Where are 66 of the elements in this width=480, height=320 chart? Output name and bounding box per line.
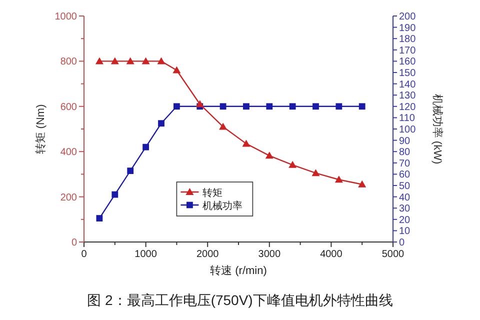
x-tick-label: 3000: [258, 249, 281, 260]
point: [312, 169, 320, 176]
y-tick-label: 0: [71, 238, 78, 248]
y2-axis-title: 机械功率 (kW): [431, 94, 444, 164]
point: [96, 215, 103, 222]
point: [358, 180, 366, 188]
y2-tick-label: 60: [399, 170, 411, 181]
y2-tick-label: 100: [399, 124, 416, 136]
y2-tick-label: 180: [399, 34, 416, 46]
point: [242, 140, 250, 147]
y2-tick-label: 110: [399, 113, 416, 124]
y2-tick-label: 160: [399, 56, 416, 68]
x-axis-title: 转速 (r/min): [210, 264, 267, 277]
point: [358, 103, 366, 110]
x-tick-label: 4000: [320, 249, 343, 260]
y2-tick-label: 120: [399, 102, 416, 113]
y2-tick-label: 10: [399, 226, 411, 238]
point: [289, 103, 296, 110]
y-tick-label: 200: [60, 192, 78, 204]
x-tick-label: 2000: [196, 249, 220, 260]
x-tick-label: 0: [81, 249, 88, 260]
y2-tick-label: 40: [399, 192, 411, 204]
point: [265, 152, 274, 159]
point: [196, 100, 204, 108]
point: [243, 103, 250, 110]
point: [157, 57, 166, 64]
point: [334, 176, 343, 183]
point: [142, 144, 149, 150]
point: [312, 103, 319, 110]
point: [112, 191, 118, 198]
y2-tick-label: 90: [399, 136, 411, 147]
y2-tick-label: 0: [399, 238, 405, 248]
point: [95, 57, 104, 64]
y2-tick-label: 30: [399, 204, 411, 215]
y-axis-title: 转矩 (Nm): [35, 104, 47, 154]
caption: 图 2：最高工作电压(750V)下峰值电机外特性曲线: [87, 292, 393, 308]
point: [288, 160, 297, 168]
y2-tick-label: 20: [399, 214, 411, 226]
y-tick-label: 400: [60, 147, 78, 158]
point: [126, 57, 134, 64]
y2-tick-label: 50: [399, 181, 411, 192]
point: [158, 120, 164, 127]
y-tick-label: 800: [60, 56, 78, 68]
y2-tick-label: 150: [399, 68, 416, 79]
y2-tick-label: 80: [399, 147, 411, 158]
legend-label: 机械功率: [202, 200, 243, 212]
point: [266, 103, 273, 110]
point: [219, 122, 228, 130]
legend-label: 转矩: [202, 187, 223, 199]
y2-tick-label: 130: [399, 90, 416, 102]
y2-tick-label: 190: [399, 22, 416, 34]
point: [174, 103, 180, 110]
point: [172, 66, 181, 74]
x-tick-label: 1000: [134, 249, 158, 260]
point: [336, 103, 342, 110]
y-tick-label: 1000: [54, 12, 78, 22]
point: [220, 103, 226, 110]
y2-tick-label: 200: [399, 12, 416, 22]
y2-tick-label: 170: [399, 45, 416, 56]
point: [110, 57, 119, 64]
y2-tick-label: 140: [399, 79, 416, 90]
point: [127, 168, 134, 174]
y-tick-label: 600: [60, 102, 78, 113]
y2-tick-label: 70: [399, 158, 411, 170]
point: [142, 57, 150, 64]
x-tick-label: 5000: [382, 249, 405, 260]
